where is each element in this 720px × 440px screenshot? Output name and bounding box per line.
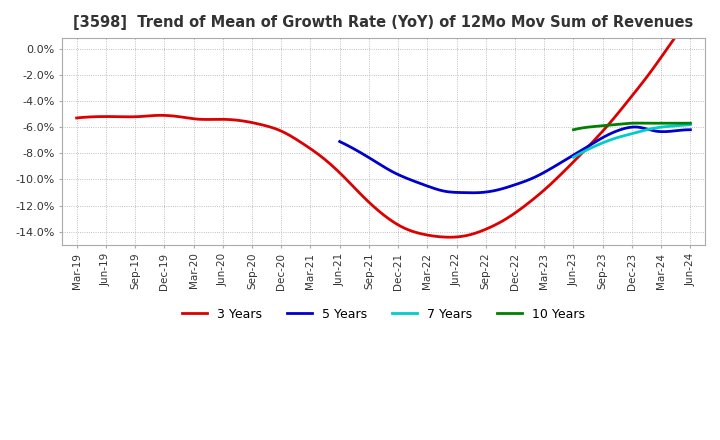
10 Years xyxy=(570,127,578,132)
Title: [3598]  Trend of Mean of Growth Rate (YoY) of 12Mo Mov Sum of Revenues: [3598] Trend of Mean of Growth Rate (YoY… xyxy=(73,15,693,30)
7 Years xyxy=(639,128,647,133)
3 Years xyxy=(74,115,83,121)
10 Years xyxy=(668,121,677,126)
5 Years xyxy=(552,163,560,169)
10 Years xyxy=(675,121,684,126)
7 Years xyxy=(641,128,649,133)
5 Years xyxy=(468,190,477,195)
7 Years xyxy=(570,154,578,160)
3 Years xyxy=(450,235,459,240)
10 Years xyxy=(639,121,648,126)
3 Years xyxy=(438,234,446,239)
3 Years xyxy=(446,235,454,240)
10 Years xyxy=(634,121,642,126)
5 Years xyxy=(686,127,695,132)
5 Years xyxy=(336,139,344,144)
7 Years xyxy=(675,123,684,128)
Line: 3 Years: 3 Years xyxy=(76,16,690,237)
5 Years xyxy=(336,139,345,145)
3 Years xyxy=(72,115,81,121)
Line: 7 Years: 7 Years xyxy=(574,125,690,157)
3 Years xyxy=(631,90,639,95)
3 Years xyxy=(686,13,695,18)
5 Years xyxy=(631,125,639,130)
Line: 5 Years: 5 Years xyxy=(340,127,690,193)
5 Years xyxy=(545,167,554,172)
10 Years xyxy=(641,121,649,126)
10 Years xyxy=(639,121,647,126)
Legend: 3 Years, 5 Years, 7 Years, 10 Years: 3 Years, 5 Years, 7 Years, 10 Years xyxy=(177,303,590,326)
7 Years xyxy=(570,154,578,160)
7 Years xyxy=(639,128,647,133)
10 Years xyxy=(570,127,578,132)
5 Years xyxy=(544,167,553,172)
3 Years xyxy=(592,136,600,141)
7 Years xyxy=(667,124,676,129)
Line: 10 Years: 10 Years xyxy=(574,123,690,130)
5 Years xyxy=(656,129,665,134)
10 Years xyxy=(686,121,695,126)
7 Years xyxy=(686,122,695,127)
3 Years xyxy=(436,234,444,239)
5 Years xyxy=(634,125,642,130)
